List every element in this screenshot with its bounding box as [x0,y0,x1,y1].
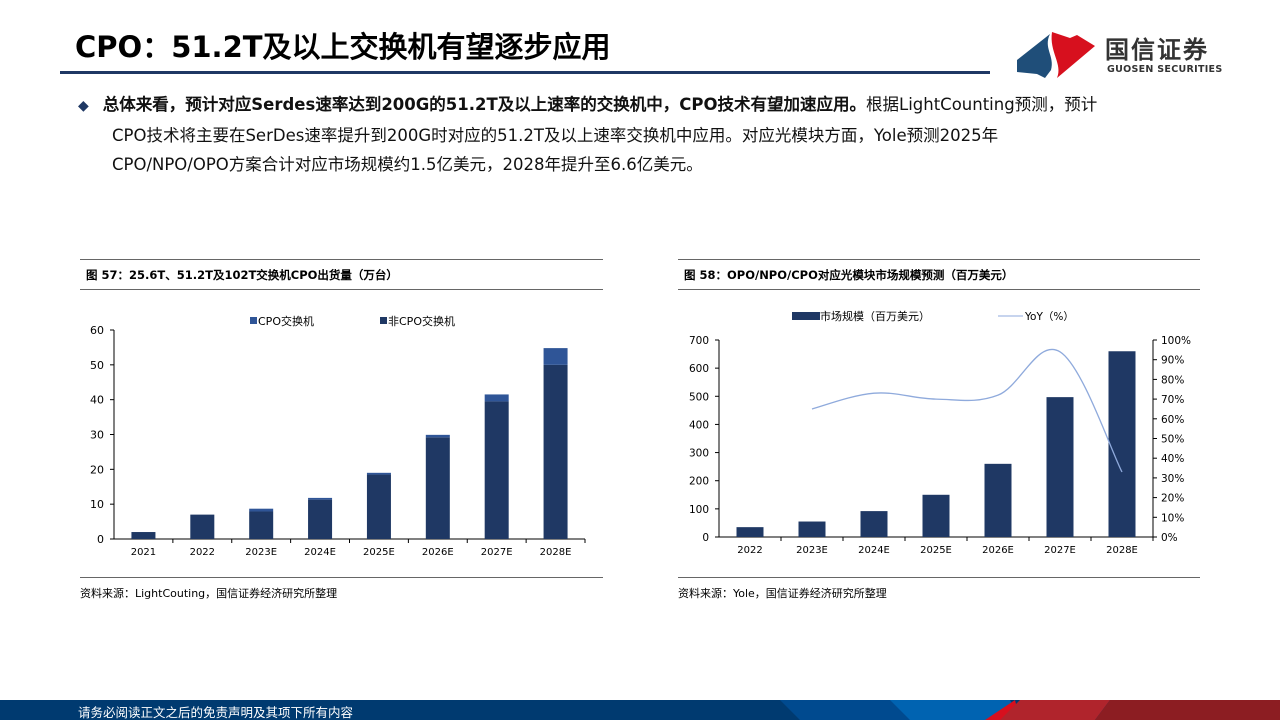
y2-tick-label: 60% [1161,414,1184,426]
bar-market-size [1046,397,1074,537]
y-tick-label: 60 [90,324,104,337]
logo-chinese-name: 国信证券 [1105,36,1209,64]
x-tick-label: 2022 [737,545,762,556]
y2-tick-label: 50% [1161,434,1184,446]
bar-non-cpo [425,437,450,539]
figure58-title: 图 58：OPO/NPO/CPO对应光模块市场规模预测（百万美元） [678,259,1200,290]
footer-bar: 请务必阅读正文之后的免责声明及其项下所有内容 [0,700,1280,720]
x-tick-label: 2024E [304,547,336,558]
y-tick-label: 0 [702,532,709,544]
bar-cpo [425,434,450,438]
bar-cpo [484,394,509,402]
x-tick-label: 2023E [245,547,277,558]
legend-label: 非CPO交换机 [388,314,455,328]
legend-label: CPO交换机 [258,314,314,328]
y-tick-label: 100 [689,504,709,516]
yoy-line [811,348,1123,473]
summary-line1: 根据LightCounting预测，预计 [866,95,1098,114]
bar-non-cpo [249,511,274,539]
x-tick-label: 2027E [481,547,513,558]
page-title: CPO：51.2T及以上交换机有望逐步应用 [75,30,611,64]
summary-line3: CPO/NPO/OPO方案合计对应市场规模约1.5亿美元，2028年提升至6.6… [112,155,703,174]
diamond-bullet-icon: ◆ [78,98,89,114]
disclaimer-text: 请务必阅读正文之后的免责声明及其项下所有内容 [78,705,354,720]
y-tick-label: 30 [90,429,104,442]
bar-market-size [860,511,888,537]
summary-bullet: ◆ 总体来看，预计对应Serdes速率达到200G的51.2T及以上速率的交换机中… [78,90,1208,179]
figure57-title: 图 57：25.6T、51.2T及102T交换机CPO出货量（万台） [80,259,603,290]
figure57-source: 资料来源：LightCouting，国信证券经济研究所整理 [80,577,603,601]
figure57-chart: 0 10 20 30 40 50 60 2021 2022 2023E 2024E 2025E 2026… [90,314,586,558]
bar-non-cpo [366,474,391,539]
y2-tick-label: 100% [1161,335,1191,347]
y-tick-label: 500 [689,391,709,403]
y-tick-label: 40 [90,394,104,407]
guosen-logo: 国信证券 GUOSEN SECURITIES [1015,30,1275,80]
bar-market-size [798,521,826,537]
bar-cpo [543,348,568,365]
summary-line2: CPO技术将主要在SerDes速率提升到200G时对应的51.2T及以上速率交换… [112,126,999,145]
y-tick-label: 200 [689,476,709,488]
bar-non-cpo [484,401,509,539]
x-tick-label: 2024E [858,545,890,556]
figure58-source: 资料来源：Yole，国信证券经济研究所整理 [678,577,1200,601]
y2-tick-label: 20% [1161,493,1184,505]
y-tick-label: 50 [90,359,104,372]
logo-english-name: GUOSEN SECURITIES [1107,64,1223,75]
footer-decoration [780,700,1280,720]
y2-tick-label: 70% [1161,394,1184,406]
x-tick-label: 2027E [1044,545,1076,556]
x-tick-label: 2025E [920,545,952,556]
y-tick-label: 300 [689,448,709,460]
x-tick-label: 2028E [1106,545,1138,556]
x-tick-label: 2023E [796,545,828,556]
y2-tick-label: 30% [1161,473,1184,485]
legend-swatch-bar [792,312,820,320]
legend-swatch [380,317,387,324]
y-tick-label: 700 [689,335,709,347]
bar-market-size [922,494,950,537]
bar-market-size [1108,351,1136,537]
logo-mark-icon [1017,32,1095,78]
y2-tick-label: 80% [1161,374,1184,386]
bar-cpo [249,508,274,512]
summary-lead: 总体来看，预计对应Serdes速率达到200G的51.2T及以上速率的交换机中，… [102,95,866,114]
y2-tick-label: 40% [1161,453,1184,465]
legend-label-bar: 市场规模（百万美元） [820,309,930,323]
bar-cpo [366,472,391,475]
bar-non-cpo [190,514,215,539]
figure58-chart: 0 100 200 300 400 500 600 700 0% 10% 20% 30% 40% 50% 6… [689,309,1191,556]
y-tick-label: 0 [97,533,104,546]
x-tick-label: 2021 [131,547,156,558]
y2-tick-label: 0% [1161,532,1178,544]
y-tick-label: 20 [90,463,104,476]
bar-non-cpo [308,499,333,539]
legend-swatch [250,317,257,324]
y2-tick-label: 10% [1161,512,1184,524]
y-tick-label: 10 [90,498,104,511]
y2-tick-label: 90% [1161,355,1184,367]
x-tick-label: 2022 [190,547,215,558]
y-tick-label: 400 [689,419,709,431]
bar-non-cpo [543,364,568,539]
x-tick-label: 2028E [540,547,572,558]
x-tick-label: 2025E [363,547,395,558]
title-divider [60,71,990,74]
x-tick-label: 2026E [422,547,454,558]
y-tick-label: 600 [689,363,709,375]
bar-cpo [308,497,333,500]
bar-market-size [736,527,764,537]
legend-label-line: YoY（%） [1024,311,1074,323]
x-tick-label: 2026E [982,545,1014,556]
bar-non-cpo [131,532,156,539]
bar-market-size [984,463,1012,537]
